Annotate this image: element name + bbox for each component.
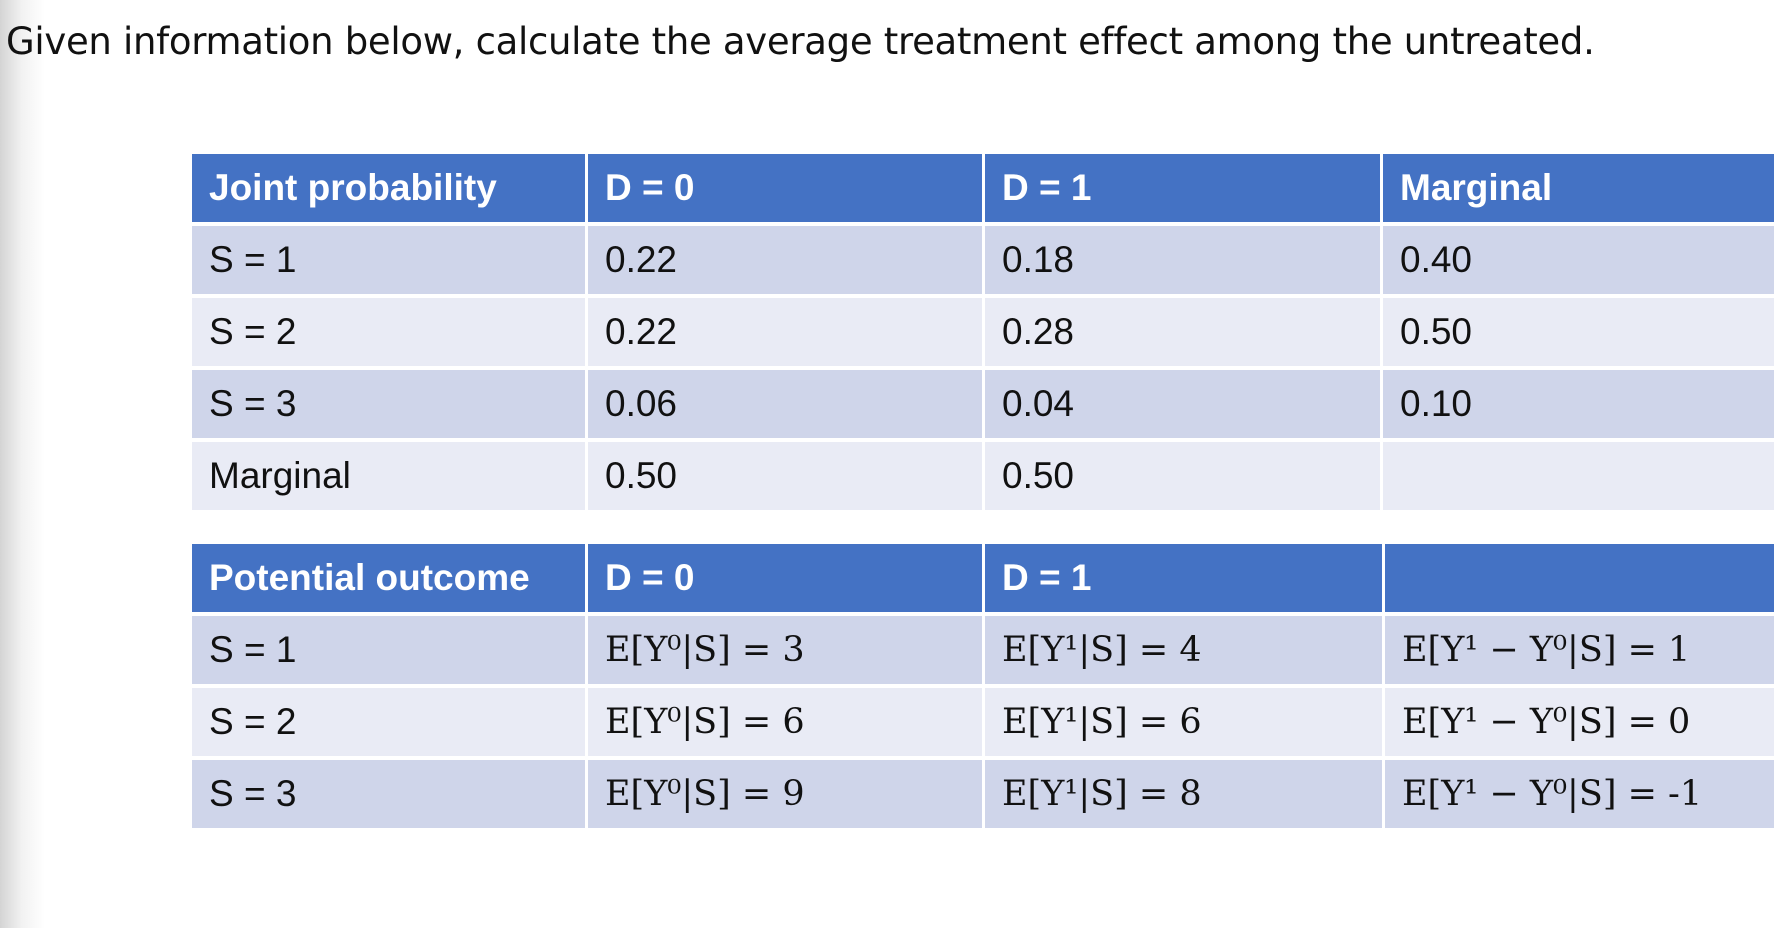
table-cell: E[Y¹ − Y⁰|S] = 1 [1385, 616, 1774, 684]
table-cell: 0.50 [1383, 298, 1774, 366]
table-cell: D = 0 [588, 154, 982, 222]
table-cell: 0.50 [985, 442, 1380, 510]
table-cell: Joint probability [192, 154, 585, 222]
table-cell: Potential outcome [192, 544, 585, 612]
table-cell: E[Y¹|S] = 4 [985, 616, 1382, 684]
table-cell: 0.10 [1383, 370, 1774, 438]
table-cell: 0.06 [588, 370, 982, 438]
table-cell: D = 1 [985, 154, 1380, 222]
empty-cell [1385, 544, 1774, 612]
table-cell: Marginal [192, 442, 585, 510]
table-cell: E[Y¹|S] = 6 [985, 688, 1382, 756]
table-cell: E[Y¹|S] = 8 [985, 760, 1382, 828]
table-cell: E[Y¹ − Y⁰|S] = 0 [1385, 688, 1774, 756]
table-cell: E[Y⁰|S] = 6 [588, 688, 982, 756]
slide-title: Given information below, calculate the a… [6, 20, 1595, 63]
table-cell: S = 1 [192, 226, 585, 294]
table-cell: D = 1 [985, 544, 1382, 612]
table-cell: Marginal [1383, 154, 1774, 222]
table-cell: 0.40 [1383, 226, 1774, 294]
table-cell: S = 2 [192, 688, 585, 756]
table-cell: D = 0 [588, 544, 982, 612]
table-cell: 0.18 [985, 226, 1380, 294]
table-cell: S = 3 [192, 760, 585, 828]
table-cell: 0.22 [588, 226, 982, 294]
table-cell: E[Y⁰|S] = 9 [588, 760, 982, 828]
table-cell: S = 1 [192, 616, 585, 684]
table-cell: S = 3 [192, 370, 585, 438]
table-cell: S = 2 [192, 298, 585, 366]
table-cell: 0.04 [985, 370, 1380, 438]
table-cell: 0.22 [588, 298, 982, 366]
table-cell: E[Y¹ − Y⁰|S] = -1 [1385, 760, 1774, 828]
table-cell: E[Y⁰|S] = 3 [588, 616, 982, 684]
empty-cell [1383, 442, 1774, 510]
table-cell: 0.28 [985, 298, 1380, 366]
table-cell: 0.50 [588, 442, 982, 510]
